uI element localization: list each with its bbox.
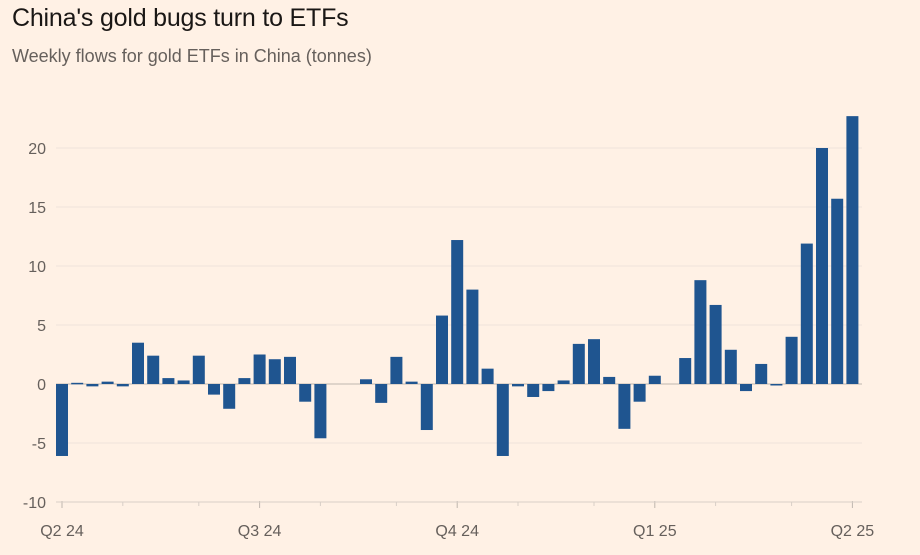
bar (390, 356, 403, 384)
bar (223, 384, 236, 409)
y-tick-label: 10 (28, 259, 46, 276)
y-tick-label: 15 (28, 200, 46, 217)
bar (101, 381, 114, 384)
y-tick-label: 0 (37, 377, 46, 394)
bar (724, 349, 737, 384)
bar (648, 375, 661, 384)
bar (192, 355, 205, 384)
bar (314, 384, 327, 439)
x-tick-label: Q1 25 (633, 523, 677, 540)
bar (831, 198, 844, 384)
bar (208, 384, 220, 395)
bar (177, 380, 190, 384)
x-tick-label: Q4 24 (435, 523, 479, 540)
bar (572, 343, 585, 384)
bar (496, 384, 509, 456)
bar (268, 359, 281, 384)
bar (436, 315, 448, 384)
y-tick-label: -5 (32, 436, 46, 453)
bar (603, 376, 616, 384)
bar (56, 384, 68, 456)
chart-subtitle: Weekly flows for gold ETFs in China (ton… (12, 46, 372, 66)
x-tick-label: Q3 24 (238, 523, 282, 540)
bar (557, 380, 570, 384)
bar (481, 368, 494, 384)
bar (71, 382, 84, 385)
bar (816, 148, 828, 384)
bar (238, 378, 251, 384)
bar (299, 384, 312, 402)
bar (709, 304, 722, 384)
bar (740, 384, 752, 392)
bar (755, 363, 768, 384)
y-tick-label: 5 (37, 318, 46, 335)
bar (451, 240, 464, 384)
bar (132, 342, 144, 384)
bar (162, 378, 175, 384)
bar (512, 384, 524, 387)
bar (284, 356, 296, 384)
bar (800, 243, 813, 384)
x-tick-label: Q2 25 (831, 523, 875, 540)
bar (694, 280, 707, 384)
bar (679, 358, 692, 384)
x-tick-label: Q2 24 (40, 523, 84, 540)
bar (420, 384, 433, 431)
bar (785, 336, 798, 384)
bar (527, 384, 540, 397)
bar (86, 384, 99, 387)
bar (116, 384, 129, 387)
y-tick-label: 20 (28, 141, 46, 158)
bar (405, 381, 418, 384)
bar (618, 384, 631, 429)
chart-title: China's gold bugs turn to ETFs (12, 4, 349, 32)
bar (375, 384, 388, 403)
bar (542, 384, 555, 392)
bar (466, 289, 479, 384)
bar (253, 354, 266, 384)
bar (147, 355, 160, 384)
y-tick-label: -10 (23, 495, 46, 512)
bar (770, 384, 783, 386)
bar (588, 339, 600, 384)
bar (633, 384, 646, 402)
bar (846, 116, 859, 384)
bar (360, 379, 372, 384)
